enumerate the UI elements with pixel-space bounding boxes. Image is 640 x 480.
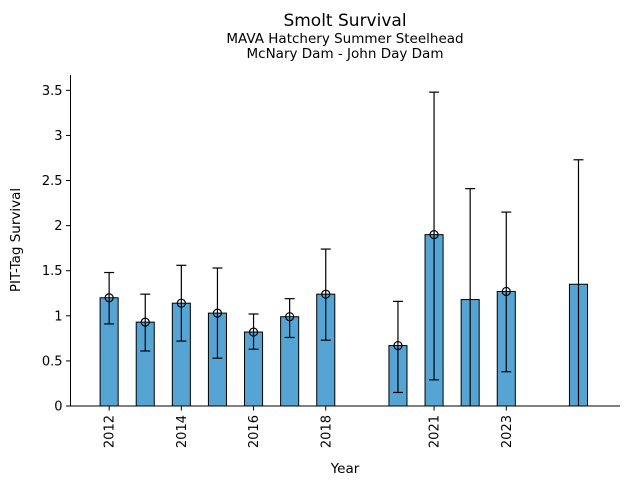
marker-circle-2020: [393, 340, 403, 351]
chart-subtitle-line2: McNary Dam - John Day Dam: [246, 46, 444, 62]
x-tick-label: 2023: [500, 415, 515, 448]
y-tick-label: 2.5: [42, 174, 63, 189]
y-tick-label: 0: [54, 400, 62, 415]
y-tick-label: 1: [54, 309, 62, 324]
y-tick-label: 2: [54, 219, 62, 234]
chart-subtitle-line1: MAVA Hatchery Summer Steelhead: [226, 31, 464, 47]
y-tick-label: 0.5: [42, 354, 63, 369]
y-tick-label: 3.5: [42, 84, 63, 99]
marker-circle-2012: [104, 293, 114, 303]
marker-circle-2015: [212, 308, 223, 318]
y-tick-label: 3: [54, 129, 62, 144]
x-tick-label: 2018: [319, 415, 334, 448]
marker-circle-2021: [429, 230, 439, 240]
marker-circle-2014: [176, 298, 186, 308]
x-tick-label: 2021: [428, 415, 443, 448]
x-tick-label: 2016: [247, 415, 262, 448]
x-tick-label: 2012: [103, 415, 118, 448]
marker-circle-2023: [501, 286, 511, 297]
marker-circle-2013: [140, 317, 150, 327]
marker-circle-2018: [321, 289, 331, 299]
y-tick-label: 1.5: [42, 264, 63, 279]
marker-circle-2017: [285, 312, 295, 322]
chart-title: Smolt Survival: [283, 11, 407, 31]
x-tick-label: 2014: [175, 415, 190, 448]
marker-circle-2016: [248, 327, 259, 337]
x-axis-label: Year: [330, 461, 360, 477]
